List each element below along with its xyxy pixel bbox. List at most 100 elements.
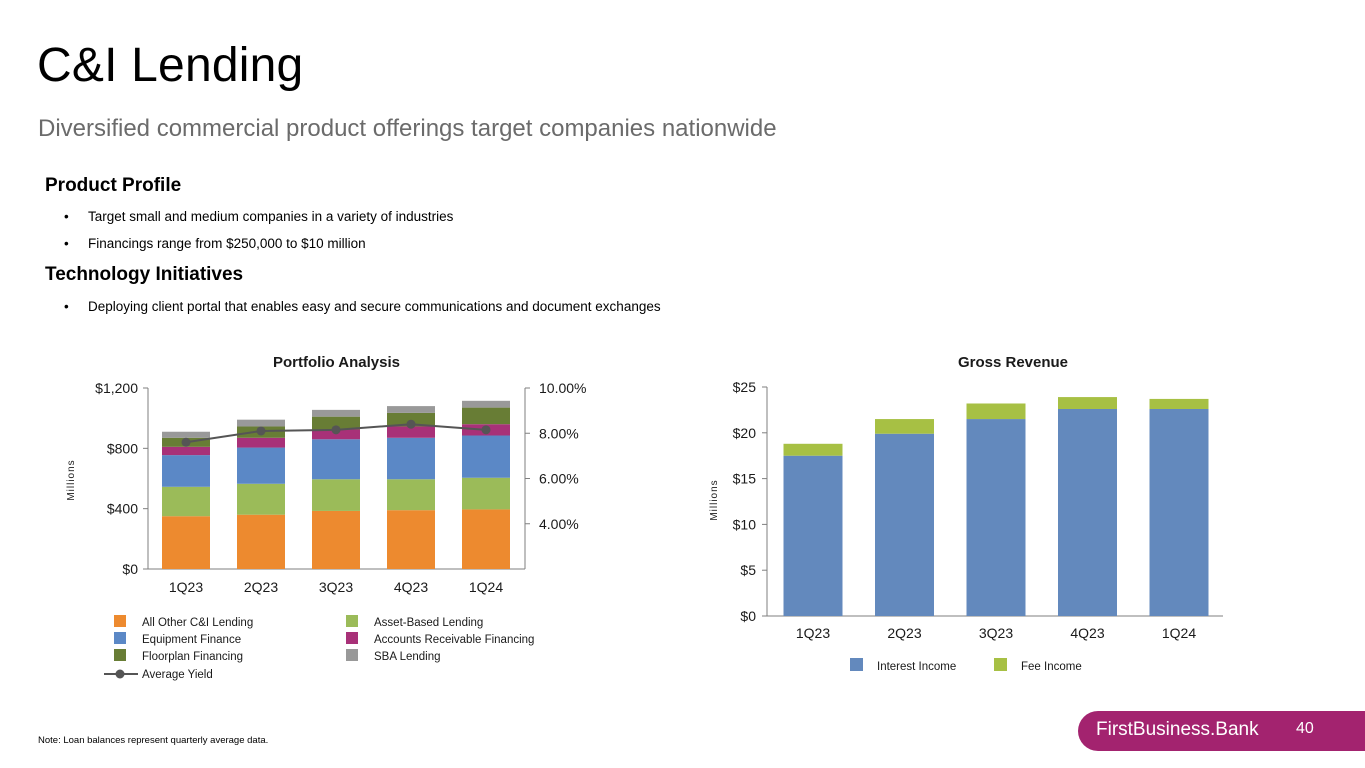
bullet-glyph: • bbox=[64, 209, 69, 224]
x-tick-label: 4Q23 bbox=[394, 579, 428, 595]
footnote: Note: Loan balances represent quarterly … bbox=[38, 735, 269, 746]
chart-title: Gross Revenue bbox=[958, 354, 1068, 371]
bar-all-other-c-i-lending bbox=[237, 514, 285, 569]
legend-label: Average Yield bbox=[142, 669, 213, 681]
y2-tick-label: 6.00% bbox=[539, 471, 579, 487]
bar-accounts-receivable-financing bbox=[312, 429, 360, 440]
footer-brand: FirstBusiness.Bank bbox=[1096, 719, 1259, 740]
bar-accounts-receivable-financing bbox=[162, 446, 210, 456]
bar-sba-lending bbox=[162, 431, 210, 438]
bar-equipment-finance bbox=[237, 447, 285, 484]
legend-swatch-interest-income bbox=[850, 658, 863, 671]
bar-fee-income bbox=[875, 419, 934, 434]
bar-sba-lending bbox=[312, 409, 360, 417]
bar-all-other-c-i-lending bbox=[162, 516, 210, 569]
chart-title: Portfolio Analysis bbox=[273, 354, 400, 371]
y-tick-label: $25 bbox=[733, 379, 757, 395]
x-tick-label: 1Q24 bbox=[1162, 625, 1196, 641]
bar-fee-income bbox=[1058, 397, 1117, 409]
y2-tick-label: 4.00% bbox=[539, 516, 579, 532]
legend-label: Equipment Finance bbox=[142, 634, 241, 646]
bar-equipment-finance bbox=[462, 435, 510, 478]
x-tick-label: 1Q23 bbox=[796, 625, 830, 641]
y-tick-label: $0 bbox=[122, 561, 138, 577]
y-tick-label: $10 bbox=[733, 516, 757, 532]
legend-swatch-asset-based-lending bbox=[346, 615, 358, 627]
section-heading-technology-initiatives: Technology Initiatives bbox=[45, 264, 244, 285]
legend-label: Fee Income bbox=[1021, 661, 1082, 673]
bar-interest-income bbox=[783, 455, 843, 616]
y-tick-label: $20 bbox=[733, 425, 757, 441]
bar-accounts-receivable-financing bbox=[387, 426, 435, 438]
bullet-glyph: • bbox=[64, 299, 69, 314]
average-yield-point bbox=[181, 437, 191, 447]
bar-sba-lending bbox=[237, 419, 285, 427]
bar-asset-based-lending bbox=[312, 479, 360, 511]
average-yield-point bbox=[481, 425, 491, 435]
legend-swatch-accounts-receivable-financing bbox=[346, 632, 358, 644]
bullet-glyph: • bbox=[64, 236, 69, 251]
y2-tick-label: 10.00% bbox=[539, 380, 586, 396]
average-yield-point bbox=[406, 419, 416, 429]
page-number: 40 bbox=[1296, 720, 1314, 737]
bar-asset-based-lending bbox=[387, 479, 435, 511]
bar-equipment-finance bbox=[162, 455, 210, 487]
legend-label: Asset-Based Lending bbox=[374, 617, 483, 629]
x-tick-label: 3Q23 bbox=[319, 579, 353, 595]
bar-floorplan-financing bbox=[387, 412, 435, 427]
legend-swatch-equipment-finance bbox=[114, 632, 126, 644]
bullet-text: Deploying client portal that enables eas… bbox=[88, 299, 661, 314]
footer-brand-bar bbox=[1078, 711, 1365, 751]
legend-label: Floorplan Financing bbox=[142, 651, 243, 663]
x-tick-label: 1Q24 bbox=[469, 579, 503, 595]
x-tick-label: 1Q23 bbox=[169, 579, 203, 595]
legend-label: Interest Income bbox=[877, 661, 956, 673]
legend-marker-average-yield bbox=[115, 669, 125, 679]
page-subtitle: Diversified commercial product offerings… bbox=[38, 115, 777, 142]
average-yield-point bbox=[256, 426, 266, 436]
bar-equipment-finance bbox=[312, 439, 360, 480]
bar-asset-based-lending bbox=[462, 477, 510, 510]
bar-fee-income bbox=[783, 443, 843, 456]
bullet-item: • Deploying client portal that enables ea… bbox=[64, 299, 661, 314]
legend-label: Accounts Receivable Financing bbox=[374, 634, 534, 646]
page-title: C&I Lending bbox=[37, 39, 304, 92]
bar-sba-lending bbox=[387, 406, 435, 413]
bar-all-other-c-i-lending bbox=[312, 510, 360, 569]
y-tick-label: $0 bbox=[740, 608, 756, 624]
bar-fee-income bbox=[1149, 398, 1209, 409]
y-axis-label: Millions bbox=[66, 459, 77, 500]
bullet-text: Financings range from $250,000 to $10 mi… bbox=[88, 236, 366, 251]
bar-all-other-c-i-lending bbox=[387, 510, 435, 569]
bar-asset-based-lending bbox=[162, 486, 210, 517]
y-tick-label: $5 bbox=[740, 562, 756, 578]
bar-sba-lending bbox=[462, 400, 510, 408]
y-tick-label: $400 bbox=[107, 501, 138, 517]
y2-tick-label: 8.00% bbox=[539, 425, 579, 441]
legend-label: All Other C&I Lending bbox=[142, 617, 253, 629]
bullet-item: • Target small and medium companies in a … bbox=[64, 209, 453, 224]
bar-asset-based-lending bbox=[237, 483, 285, 515]
bar-floorplan-financing bbox=[312, 416, 360, 430]
bar-interest-income bbox=[1058, 408, 1117, 616]
bar-interest-income bbox=[1149, 408, 1209, 616]
legend-swatch-fee-income bbox=[994, 658, 1007, 671]
bar-floorplan-financing bbox=[462, 407, 510, 425]
y-tick-label: $800 bbox=[107, 440, 138, 456]
legend-swatch-floorplan-financing bbox=[114, 649, 126, 661]
x-tick-label: 3Q23 bbox=[979, 625, 1013, 641]
legend-label: SBA Lending bbox=[374, 651, 441, 663]
bar-interest-income bbox=[966, 419, 1026, 616]
y-tick-label: $1,200 bbox=[95, 380, 138, 396]
legend-swatch-sba-lending bbox=[346, 649, 358, 661]
section-heading-product-profile: Product Profile bbox=[45, 175, 182, 196]
x-tick-label: 2Q23 bbox=[887, 625, 921, 641]
y-axis-label: Millions bbox=[709, 479, 720, 520]
average-yield-point bbox=[331, 425, 341, 435]
bullet-text: Target small and medium companies in a v… bbox=[88, 209, 454, 224]
legend-swatch-all-other-c-i-lending bbox=[114, 615, 126, 627]
x-tick-label: 2Q23 bbox=[244, 579, 278, 595]
bar-interest-income bbox=[875, 433, 934, 616]
